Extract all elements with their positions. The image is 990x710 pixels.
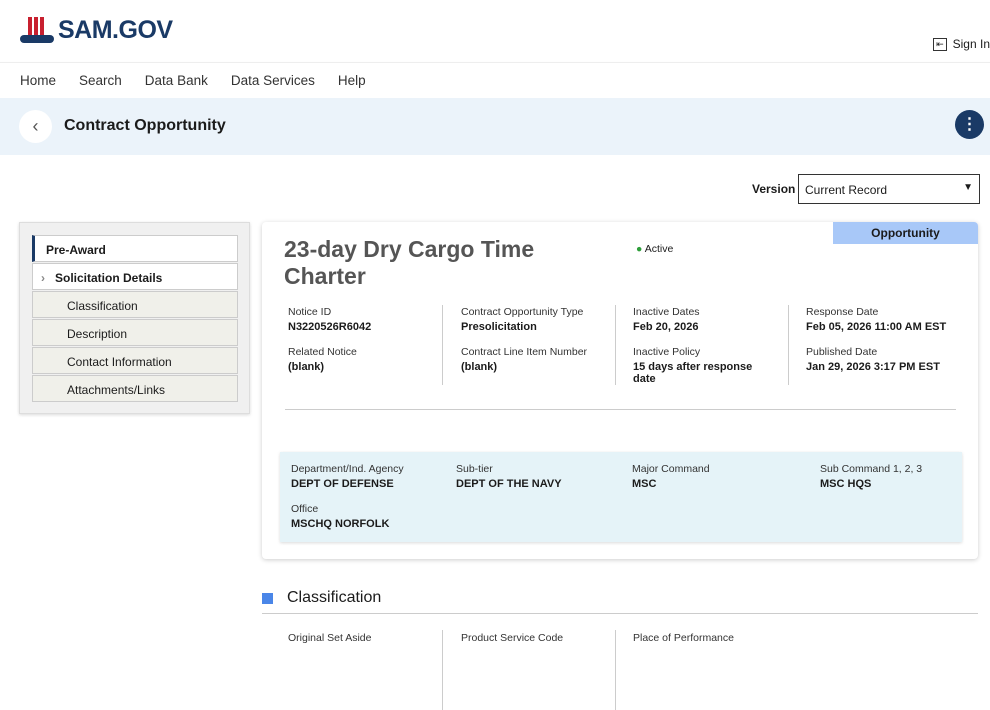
nav-help[interactable]: Help	[337, 73, 366, 88]
field-inactive-dates: Inactive Dates Feb 20, 2026	[633, 306, 700, 333]
divider	[615, 305, 616, 385]
field-major-command: Major Command MSC	[632, 463, 710, 490]
sidebar-item-attachments-links[interactable]: Attachments/Links	[32, 375, 238, 402]
page-title: Contract Opportunity	[64, 117, 226, 134]
sam-logo[interactable]: SAM.GOV	[20, 16, 173, 45]
version-value: Current Record	[805, 183, 888, 197]
section-marker-icon	[262, 593, 273, 604]
main-nav: Home Search Data Bank Data Services Help	[0, 62, 990, 98]
classification-heading: Classification	[287, 589, 382, 606]
field-value: DEPT OF DEFENSE	[291, 478, 394, 490]
field-value: Feb 05, 2026 11:00 AM EST	[806, 321, 947, 333]
sidebar-item-solicitation-details[interactable]: › Solicitation Details	[32, 263, 238, 290]
field-value: MSC	[632, 478, 657, 490]
field-value: Jan 29, 2026 3:17 PM EST	[806, 361, 940, 373]
field-label: Inactive Policy	[633, 346, 701, 358]
divider	[285, 409, 956, 410]
field-label: Related Notice	[288, 346, 357, 358]
opportunity-tag: Opportunity	[833, 222, 978, 244]
nav-home[interactable]: Home	[20, 73, 57, 88]
field-related-notice: Related Notice (blank)	[288, 346, 357, 373]
divider	[262, 613, 978, 614]
field-label: Office	[291, 503, 319, 515]
field-value: MSC HQS	[820, 478, 872, 490]
nav-data-bank[interactable]: Data Bank	[144, 73, 208, 88]
status-dot-icon: ●	[636, 243, 643, 255]
field-clin: Contract Line Item Number (blank)	[461, 346, 587, 373]
field-label: Contract Line Item Number	[461, 346, 588, 358]
field-label: Published Date	[806, 346, 878, 358]
field-value: 15 days after response date	[633, 361, 753, 385]
sidebar-nav: Pre-Award › Solicitation Details Classifi…	[19, 222, 250, 414]
place-of-performance-label: Place of Performance	[633, 632, 734, 644]
status-text: Active	[644, 243, 674, 255]
field-value: N3220526R6042	[288, 321, 372, 333]
caret-down-icon: ▼	[963, 182, 973, 193]
field-value: Presolicitation	[461, 321, 537, 333]
logo-text: SAM.GOV	[58, 16, 173, 44]
field-value: (blank)	[461, 361, 498, 373]
chevron-left-icon: ‹	[32, 116, 39, 136]
psc-label: Product Service Code	[461, 632, 564, 644]
field-value: MSCHQ NORFOLK	[291, 518, 390, 530]
sidebar-item-contact-information[interactable]: Contact Information	[32, 347, 238, 374]
field-department: Department/Ind. Agency DEPT OF DEFENSE	[291, 463, 404, 490]
version-label: Version	[752, 182, 796, 196]
divider	[442, 630, 443, 710]
field-label: Inactive Dates	[633, 306, 700, 318]
field-label: Contract Opportunity Type	[461, 306, 584, 318]
sidebar-item-description[interactable]: Description	[32, 319, 238, 346]
opportunity-title: 23-day Dry Cargo Time Charter	[284, 236, 535, 289]
field-sub-tier: Sub-tier DEPT OF THE NAVY	[456, 463, 562, 490]
field-label: Response Date	[806, 306, 879, 318]
field-office: Office MSCHQ NORFOLK	[291, 503, 389, 530]
page-banner	[0, 98, 990, 155]
chevron-right-icon: ›	[41, 271, 45, 285]
field-published-date: Published Date Jan 29, 2026 3:17 PM EST	[806, 346, 940, 373]
field-notice-id: Notice ID N3220526R6042	[288, 306, 371, 333]
field-label: Notice ID	[288, 306, 332, 318]
nav-search[interactable]: Search	[79, 73, 122, 88]
field-label: Department/Ind. Agency	[291, 463, 404, 475]
nav-data-services[interactable]: Data Services	[230, 73, 315, 88]
original-set-aside-label: Original Set Aside	[288, 632, 372, 644]
version-select[interactable]: Current Record ▼	[798, 174, 980, 204]
field-value: DEPT OF THE NAVY	[456, 478, 562, 490]
hat-logo-icon	[20, 17, 54, 45]
field-value: (blank)	[288, 361, 325, 373]
sidebar-item-pre-award[interactable]: Pre-Award	[32, 235, 238, 262]
divider	[788, 305, 789, 385]
field-label: Sub-tier	[456, 463, 493, 475]
divider	[615, 630, 616, 710]
field-value: Feb 20, 2026	[633, 321, 699, 333]
field-label: Major Command	[632, 463, 710, 475]
field-sub-command: Sub Command 1, 2, 3 MSC HQS	[820, 463, 922, 490]
sign-in-link[interactable]: ⇤ Sign In	[933, 37, 990, 51]
back-button[interactable]: ‹	[19, 110, 52, 143]
field-type: Contract Opportunity Type Presolicitation	[461, 306, 583, 333]
field-inactive-policy: Inactive Policy 15 days after response da…	[633, 346, 773, 385]
more-actions-button[interactable]: ⋮	[955, 110, 984, 139]
field-response-date: Response Date Feb 05, 2026 11:00 AM EST	[806, 306, 946, 333]
sidebar-item-classification[interactable]: Classification	[32, 291, 238, 318]
sidebar-item-label: Solicitation Details	[55, 271, 163, 285]
status-badge: ● Active	[636, 243, 673, 255]
kebab-icon: ⋮	[961, 116, 978, 133]
sign-in-icon: ⇤	[933, 37, 947, 51]
divider	[442, 305, 443, 385]
organization-panel	[280, 452, 962, 542]
sign-in-label: Sign In	[952, 37, 990, 51]
field-label: Sub Command 1, 2, 3	[820, 463, 923, 475]
